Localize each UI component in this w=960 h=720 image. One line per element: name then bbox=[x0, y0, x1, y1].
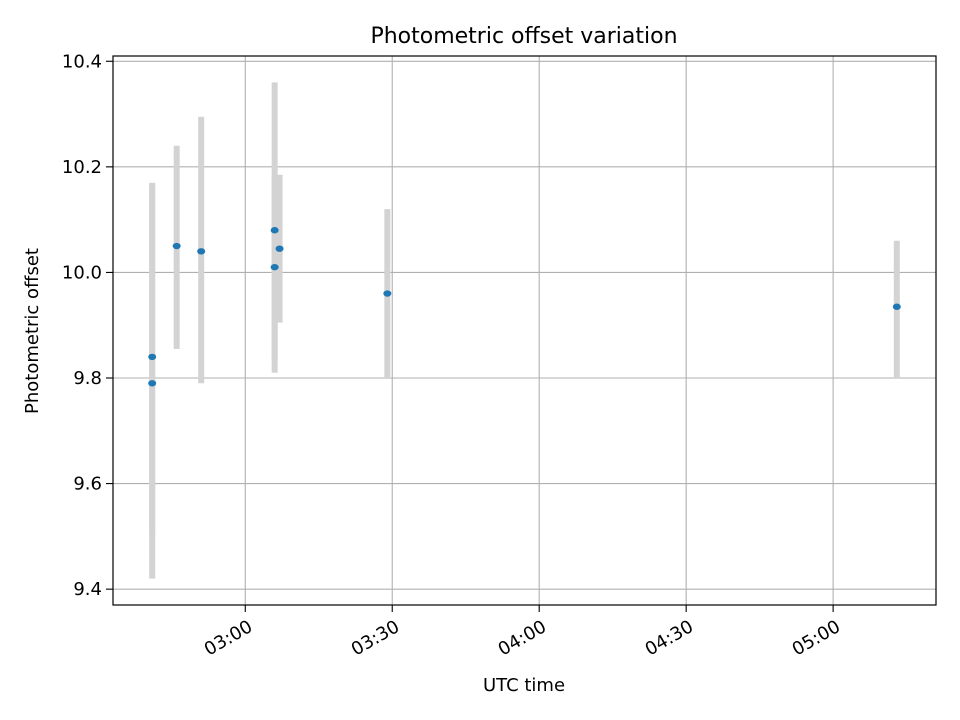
x-tick-label: 03:30 bbox=[348, 616, 403, 660]
data-point bbox=[270, 227, 279, 234]
data-point bbox=[197, 248, 206, 255]
data-point bbox=[270, 263, 279, 271]
data-point bbox=[172, 242, 181, 250]
y-tick-label: 9.4 bbox=[73, 579, 102, 600]
data-point bbox=[275, 245, 284, 252]
y-tick-label: 9.6 bbox=[73, 474, 102, 495]
data-point bbox=[892, 303, 901, 310]
x-axis-label: UTC time bbox=[483, 675, 565, 696]
x-tick-label: 04:00 bbox=[495, 616, 550, 660]
data-point bbox=[148, 380, 157, 387]
y-axis-ticks: 9.4 9.6 9.8 10.0 10.2 10.4 bbox=[62, 51, 113, 600]
grid bbox=[113, 56, 936, 605]
x-tick-label: 04:30 bbox=[642, 616, 697, 660]
data-point bbox=[148, 353, 157, 361]
data-point bbox=[383, 290, 392, 297]
x-tick-label: 05:00 bbox=[789, 616, 844, 660]
error-bars bbox=[149, 82, 900, 579]
x-tick-label: 03:00 bbox=[201, 616, 256, 660]
chart-title: Photometric offset variation bbox=[370, 24, 677, 49]
y-tick-label: 10.2 bbox=[62, 157, 102, 178]
data-points bbox=[148, 227, 901, 387]
y-axis-label: Photometric offset bbox=[22, 248, 43, 414]
y-tick-label: 10.4 bbox=[62, 51, 102, 72]
x-axis-ticks: 03:00 03:30 04:00 04:30 05:00 bbox=[201, 605, 844, 660]
y-tick-label: 10.0 bbox=[62, 262, 102, 283]
plot-frame bbox=[112, 55, 937, 606]
y-tick-label: 9.8 bbox=[73, 368, 102, 389]
